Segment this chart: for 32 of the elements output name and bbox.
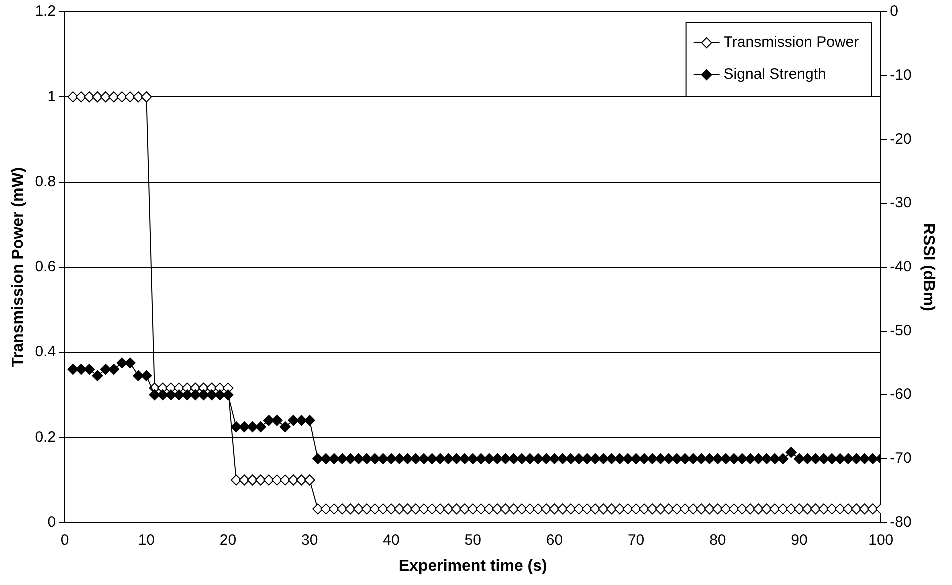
y-tick-label: 0 xyxy=(48,514,56,531)
x-tick-label: 20 xyxy=(220,532,237,549)
x-tick-label: 80 xyxy=(710,532,726,549)
x-tick-label: 90 xyxy=(791,532,808,549)
y2-tick-label: -50 xyxy=(890,322,912,340)
legend-label: Transmission Power xyxy=(724,34,860,52)
y-tick-label: 0.8 xyxy=(35,173,56,190)
x-tick-label: 30 xyxy=(302,532,318,549)
y2-tick-label: 0 xyxy=(890,3,898,20)
y-tick-label: 0.6 xyxy=(35,258,56,276)
x-tick-label: 50 xyxy=(464,532,482,549)
y2-tick-label: -80 xyxy=(890,514,912,531)
y-tick-label: 1 xyxy=(48,88,56,106)
y2-tick-label: -40 xyxy=(890,258,912,276)
x-tick-label: 0 xyxy=(60,532,70,549)
x-tick-label: 10 xyxy=(138,532,156,549)
y2-tick-label: -20 xyxy=(890,130,912,148)
y2-tick-label: -60 xyxy=(890,386,912,404)
x-tick-label: 100 xyxy=(868,532,894,549)
y-tick-label: 0.4 xyxy=(35,344,56,361)
y2-tick-label: -30 xyxy=(890,194,912,212)
y2-tick-label: -10 xyxy=(890,66,912,84)
x-tick-label: 60 xyxy=(546,532,564,549)
y2-axis-title: RSSI (dBm) xyxy=(920,223,937,312)
x-tick-label: 70 xyxy=(628,532,645,549)
legend-label: Signal Strength xyxy=(724,66,826,84)
y-tick-label: 1.2 xyxy=(35,3,56,20)
y-axis-title: Transmission Power (mW) xyxy=(10,167,28,368)
y-tick-label: 0.2 xyxy=(35,428,56,446)
x-tick-label: 40 xyxy=(383,532,400,549)
x-axis-title: Experiment time (s) xyxy=(398,558,548,575)
y2-tick-label: -70 xyxy=(890,450,912,468)
